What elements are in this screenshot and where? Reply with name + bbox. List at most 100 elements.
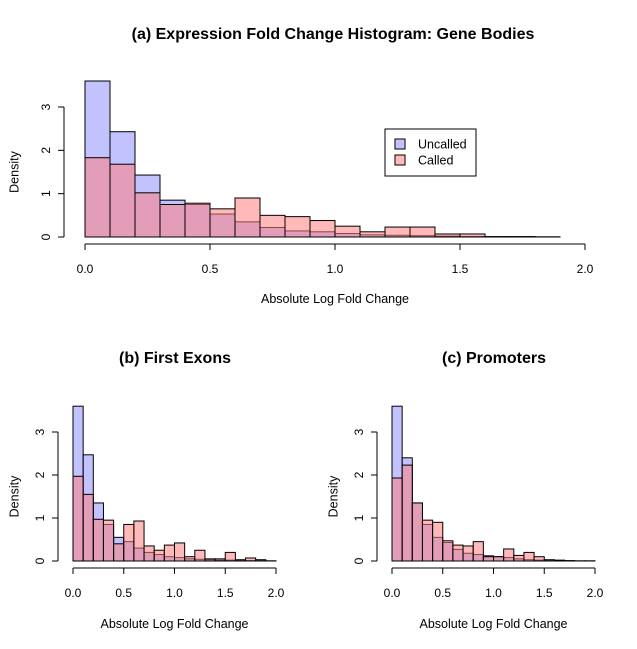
bar-called [533,556,545,562]
legend-label-called: Called [418,153,453,167]
y-axis-label: Density [7,150,21,192]
bar-called [159,204,186,238]
legend-box [384,128,477,177]
bar-called [224,551,236,562]
series-called [84,157,486,238]
y-tick-label: 3 [39,103,53,110]
x-tick-label: 2.0 [587,586,604,600]
x-tick-label: 2.0 [268,586,285,600]
bar-called [214,558,226,562]
bar-called [442,540,454,562]
y-axis: 0 1 2 3 Density [326,428,378,564]
x-tick-label: 0.5 [202,262,219,276]
bar-called [133,520,145,562]
bar-called [234,559,247,562]
y-axis: 0 1 2 3 Density [7,103,65,240]
bar-called [123,523,135,562]
series-called [391,464,566,562]
x-axis-label: Absolute Log Fold Change [100,617,248,631]
x-tick-label: 2.0 [577,262,594,276]
legend-swatch-called [394,154,406,166]
bar-called [411,502,423,562]
chart-title: (c) Promoters [442,350,546,367]
y-tick-label: 2 [352,471,366,478]
y-tick-label: 2 [39,147,53,154]
bar-called [503,548,515,562]
bar-called [109,163,136,238]
x-axis-label: Absolute Log Fold Change [261,292,409,306]
bar-called [543,559,555,562]
bar-called [493,556,505,562]
bar-called [523,551,535,562]
bar-called [359,231,386,238]
bar-called [452,544,464,562]
bar-called [432,521,444,562]
legend: Uncalled Called [384,128,477,177]
y-axis-label: Density [326,475,340,517]
bar-called [92,518,104,562]
x-tick-label: 1.5 [452,262,469,276]
y-tick-label: 3 [352,428,366,435]
series-called [72,475,267,562]
bar-called [143,545,155,562]
bar-called [284,216,311,238]
x-axis: 0.0 0.5 1.0 1.5 2.0 Absolute Log Fold Change [384,567,604,631]
y-axis: 0 1 2 3 Density [7,428,59,564]
bar-called [553,559,566,562]
chart-title: (b) First Exons [119,350,231,367]
bar-called [259,214,286,238]
bar-called [204,558,216,562]
x-axis: 0.0 0.5 1.0 1.5 2.0 Absolute Log Fold Change [65,567,285,631]
bar-called [309,220,336,238]
bar-called [209,208,236,238]
x-tick-label: 0.0 [384,586,401,600]
bar-called [194,549,206,562]
legend-swatch-uncalled [394,138,406,150]
bar-called [334,225,361,238]
x-tick-label: 0.0 [65,586,82,600]
bar-called [391,477,403,562]
x-tick-label: 0.5 [434,586,451,600]
chart-b: (b) First Exons 0.0 0.5 1.0 1.5 2.0 Absolute L… [7,350,284,631]
y-tick-label: 0 [33,557,47,564]
y-tick-label: 1 [33,514,47,521]
bar-called [459,233,486,238]
x-tick-label: 1.5 [217,586,234,600]
legend-label-uncalled: Uncalled [418,137,467,151]
bar-called [409,226,436,238]
y-tick-label: 1 [352,514,366,521]
bar-called [72,475,84,562]
y-tick-label: 0 [352,557,366,564]
bar-called [184,556,196,562]
bar-called [245,557,257,562]
bar-called [462,545,474,562]
bar-called [384,226,411,238]
bar-called [482,556,495,562]
y-axis-label: Density [7,475,21,517]
bar-called [113,543,125,562]
chart-a: (a) Expression Fold Change Histogram: Ge… [7,26,593,306]
bar-called [234,197,261,238]
bar-called [82,493,94,562]
bar-called [163,544,176,562]
bar-called [513,554,525,562]
bar-called [102,519,115,562]
x-axis: 0.0 0.5 1.0 1.5 2.0 Absolute Log Fold Change [77,243,594,306]
x-tick-label: 1.0 [166,586,183,600]
bar-called [134,192,161,238]
bar-called [174,542,186,562]
bar-called [472,541,484,562]
x-tick-label: 1.0 [327,262,344,276]
x-tick-label: 0.0 [77,262,94,276]
x-axis-label: Absolute Log Fold Change [419,617,567,631]
y-tick-label: 0 [39,233,53,240]
bar-called [255,559,267,562]
x-tick-label: 0.5 [115,586,132,600]
bar-called [184,202,211,238]
x-tick-label: 1.0 [485,586,502,600]
x-tick-label: 1.5 [536,586,553,600]
chart-title: (a) Expression Fold Change Histogram: Ge… [132,26,535,43]
bar-called [434,233,461,238]
chart-c: (c) Promoters 0.0 0.5 1.0 1.5 2.0 Absolute Log… [326,350,603,631]
